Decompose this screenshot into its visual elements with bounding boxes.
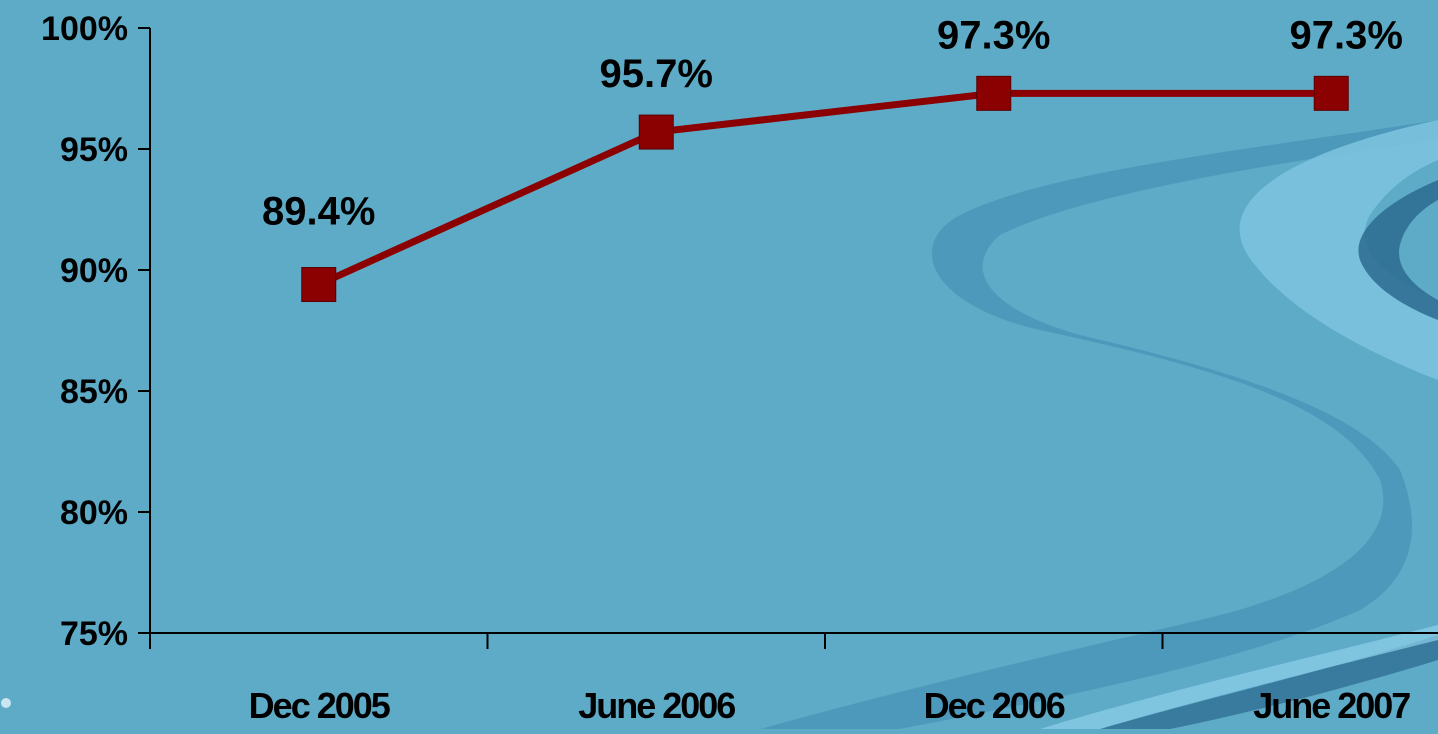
data-label: 89.4%: [262, 190, 375, 234]
data-point-marker: [1313, 75, 1349, 111]
y-tick-label: 85%: [60, 373, 128, 411]
x-tick-label: Dec 2006: [924, 685, 1065, 726]
data-point-marker: [638, 114, 674, 150]
y-tick-label: 75%: [60, 615, 128, 653]
y-tick-label: 100%: [41, 10, 128, 48]
background-swoosh-decoration: [760, 120, 1438, 729]
x-tick-label: June 2007: [1253, 685, 1410, 726]
chart-series: 89.4% 95.7% 97.3% 97.3%: [262, 13, 1403, 303]
series-line: [317, 89, 1332, 288]
data-point-marker: [301, 267, 337, 303]
y-tick-label: 90%: [60, 252, 128, 290]
data-label: 95.7%: [600, 52, 713, 96]
x-tick-label: June 2006: [578, 685, 735, 726]
data-label: 97.3%: [937, 13, 1050, 57]
slide-bullet-decoration: [1, 698, 11, 708]
data-label: 97.3%: [1290, 13, 1403, 57]
data-point-marker: [976, 75, 1012, 111]
y-tick-label: 95%: [60, 131, 128, 169]
chart-axes: 75% 80% 85% 90% 95% 100% Dec 2005 June 2006 Dec …: [41, 10, 1438, 726]
y-tick-label: 80%: [60, 494, 128, 532]
x-tick-label: Dec 2005: [249, 685, 391, 726]
